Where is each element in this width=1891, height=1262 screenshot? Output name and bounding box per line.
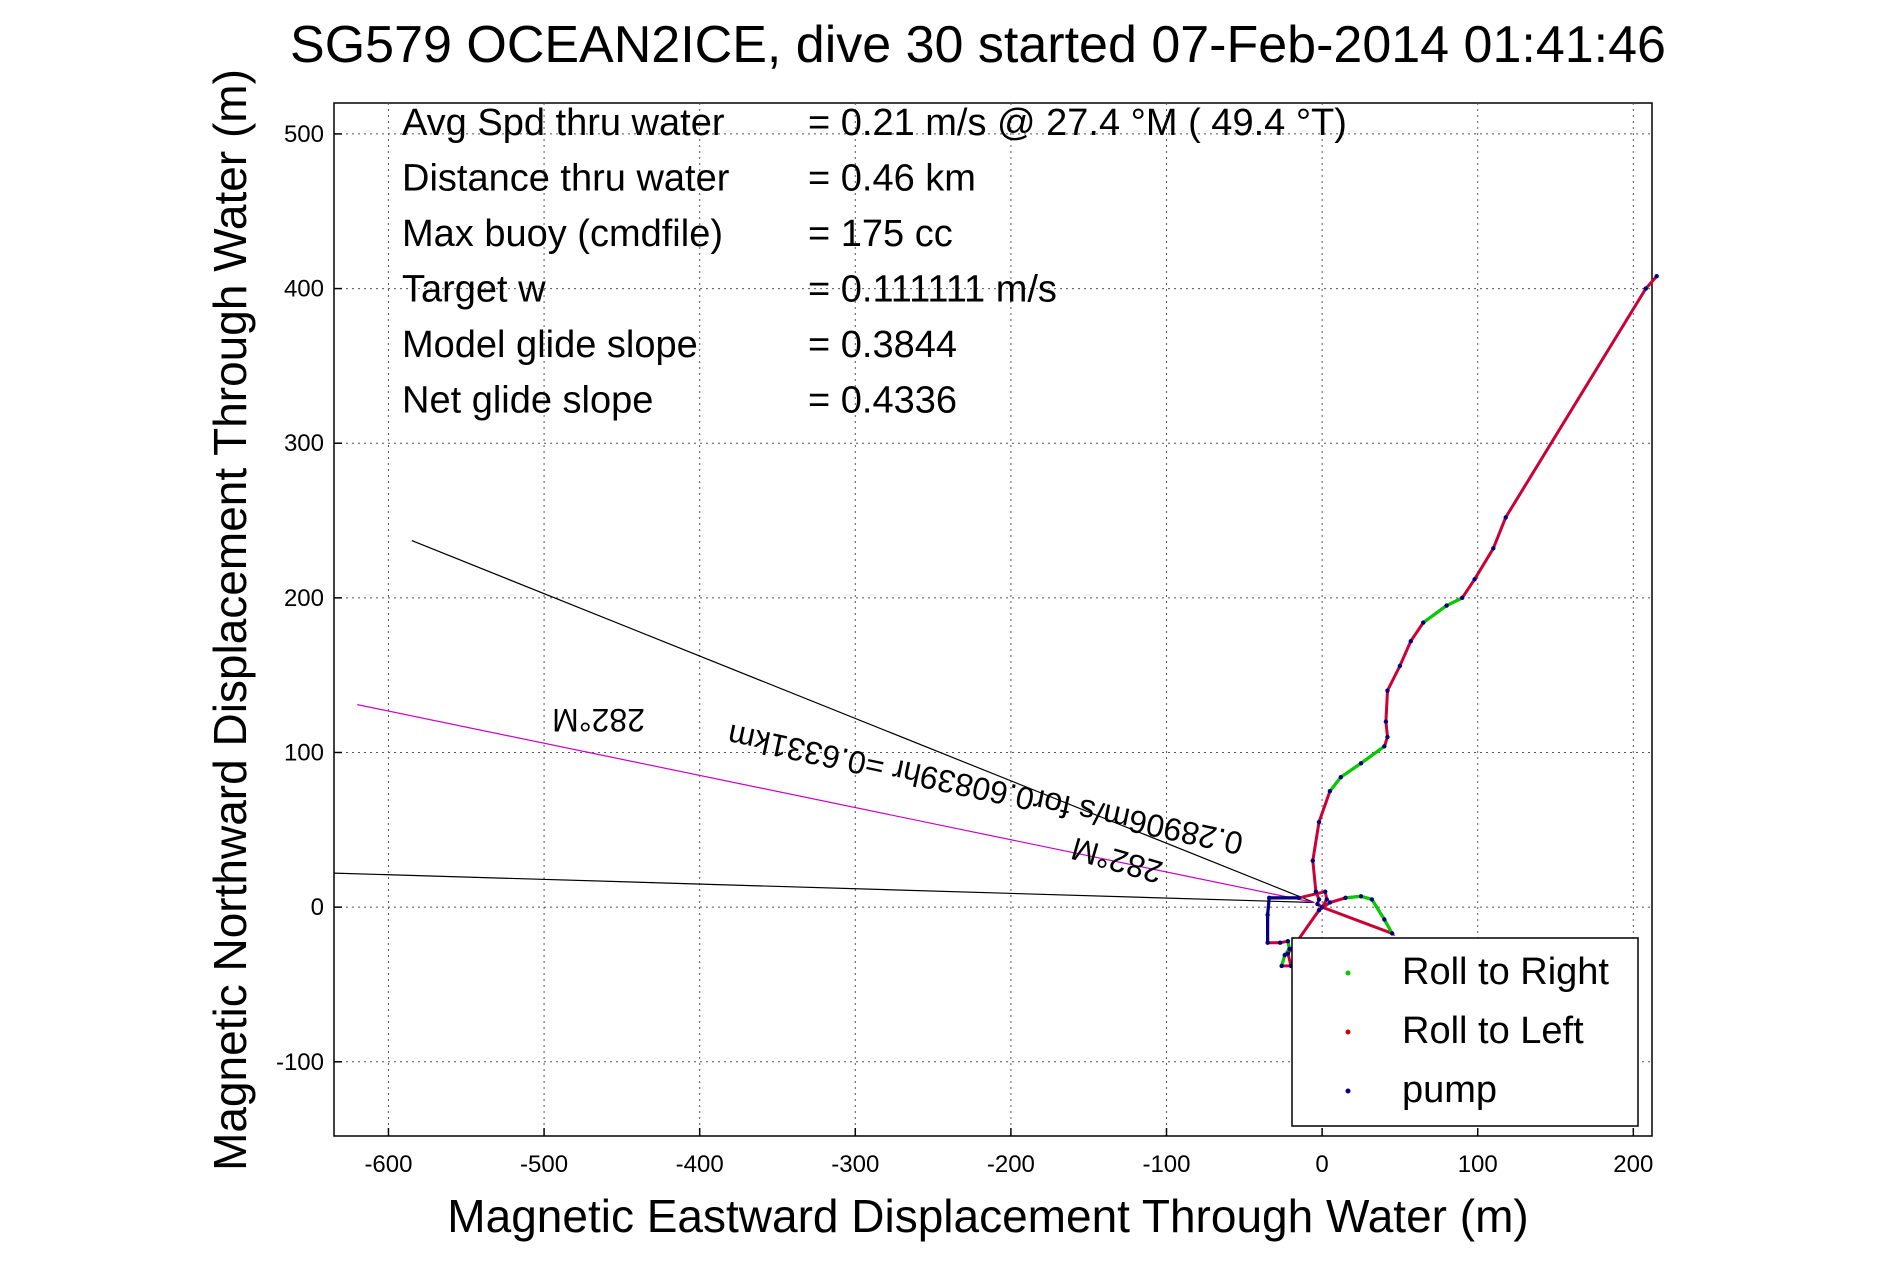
track-point xyxy=(1408,638,1414,644)
y-tick-label: 500 xyxy=(284,121,324,148)
heading-line xyxy=(357,704,1315,904)
x-axis-ticks: -600 -500 -400 -300 -200 -100 0 100 200 xyxy=(364,1128,1653,1178)
stat-label: Net glide slope xyxy=(402,380,653,422)
legend-label: pump xyxy=(1402,1069,1497,1111)
track-point xyxy=(1383,719,1389,724)
legend-marker xyxy=(1345,970,1351,976)
track-point xyxy=(1382,744,1387,749)
track-point xyxy=(1323,889,1328,894)
stat-value: = 0.4336 xyxy=(808,380,957,422)
heading-line xyxy=(411,540,1315,904)
track-point xyxy=(1472,577,1477,582)
y-tick-label: 400 xyxy=(284,276,324,303)
heading-line xyxy=(333,872,1315,904)
legend: Roll to Right Roll to Left pump xyxy=(1291,937,1639,1127)
track-point xyxy=(1285,938,1291,944)
track-point xyxy=(1382,917,1387,922)
y-tick-label: 300 xyxy=(284,430,324,457)
stat-value: = 0.46 km xyxy=(808,158,976,200)
track-point xyxy=(1265,940,1270,945)
track-point xyxy=(1265,912,1270,918)
stats-block: Avg Spd thru water = 0.21 m/s @ 27.4 °M (… xyxy=(402,102,1347,422)
track-point xyxy=(1315,901,1320,907)
x-tick-label: -500 xyxy=(520,1151,568,1178)
legend-label: Roll to Right xyxy=(1402,951,1609,993)
x-tick-label: -100 xyxy=(1142,1151,1190,1178)
track-point xyxy=(1358,761,1364,766)
legend-marker xyxy=(1345,1029,1351,1035)
track-point xyxy=(1654,273,1659,279)
track-point xyxy=(1316,908,1322,913)
track-point xyxy=(1503,515,1508,520)
track-point xyxy=(1358,894,1364,899)
x-tick-label: 0 xyxy=(1315,1151,1328,1178)
stat-label: Avg Spd thru water xyxy=(402,102,725,144)
track-point xyxy=(1643,286,1648,291)
x-tick-label: 200 xyxy=(1613,1151,1653,1178)
track-point xyxy=(1444,603,1449,608)
x-axis-label: Magnetic Eastward Displacement Through W… xyxy=(447,1190,1528,1242)
track-point xyxy=(1279,963,1284,969)
track-point xyxy=(1459,595,1465,601)
grid xyxy=(334,103,1652,1136)
track-point xyxy=(1310,858,1315,863)
x-tick-label: -400 xyxy=(676,1151,724,1178)
track-segment xyxy=(1265,896,1299,943)
track-point xyxy=(1285,951,1291,956)
track-point xyxy=(1491,546,1496,551)
track-point xyxy=(1338,775,1343,780)
track-point xyxy=(1324,897,1329,902)
x-tick-label: -600 xyxy=(364,1151,412,1178)
x-tick-label: -300 xyxy=(831,1151,879,1178)
track-point xyxy=(1327,788,1333,794)
stat-value: = 0.111111 m/s xyxy=(808,269,1057,311)
track-point xyxy=(1296,895,1301,901)
y-tick-label: 0 xyxy=(311,894,324,921)
track-point xyxy=(1385,734,1390,740)
track-point xyxy=(1287,946,1292,952)
track-point xyxy=(1369,897,1375,902)
stat-value: = 0.21 m/s @ 27.4 °M ( 49.4 °T) xyxy=(808,102,1347,144)
track-point xyxy=(1267,895,1272,901)
track-point xyxy=(1343,895,1348,901)
track-point xyxy=(1397,663,1403,669)
y-tick-label: 200 xyxy=(284,585,324,612)
stat-label: Distance thru water xyxy=(402,158,730,200)
x-tick-label: 100 xyxy=(1458,1151,1498,1178)
track-segment xyxy=(1328,745,1386,793)
track-point xyxy=(1385,688,1390,693)
stat-value: = 175 cc xyxy=(808,213,953,255)
y-tick-label: 100 xyxy=(284,739,324,766)
glider-track xyxy=(1265,273,1659,969)
x-tick-label: -200 xyxy=(987,1151,1035,1178)
stat-label: Model glide slope xyxy=(402,324,698,366)
track-point xyxy=(1327,900,1333,905)
legend-label: Roll to Left xyxy=(1402,1010,1584,1052)
y-axis-ticks: -100 0 100 200 300 400 500 xyxy=(276,121,342,1076)
stat-value: = 0.3844 xyxy=(808,324,957,366)
track-point xyxy=(1277,940,1283,945)
track-point xyxy=(1389,931,1395,936)
legend-marker xyxy=(1345,1088,1351,1094)
track-point xyxy=(1316,897,1322,902)
stat-label: Target w xyxy=(402,269,546,311)
stat-label: Max buoy (cmdfile) xyxy=(402,213,723,255)
track-point xyxy=(1319,904,1325,910)
track-point xyxy=(1313,889,1319,894)
chart-title: SG579 OCEAN2ICE, dive 30 started 07-Feb-… xyxy=(290,16,1666,74)
track-point xyxy=(1421,620,1426,625)
y-tick-label: -100 xyxy=(276,1049,324,1076)
annotation: 282°M xyxy=(552,702,645,738)
track-point xyxy=(1316,819,1322,825)
y-axis-label: Magnetic Northward Displacement Through … xyxy=(204,69,256,1171)
